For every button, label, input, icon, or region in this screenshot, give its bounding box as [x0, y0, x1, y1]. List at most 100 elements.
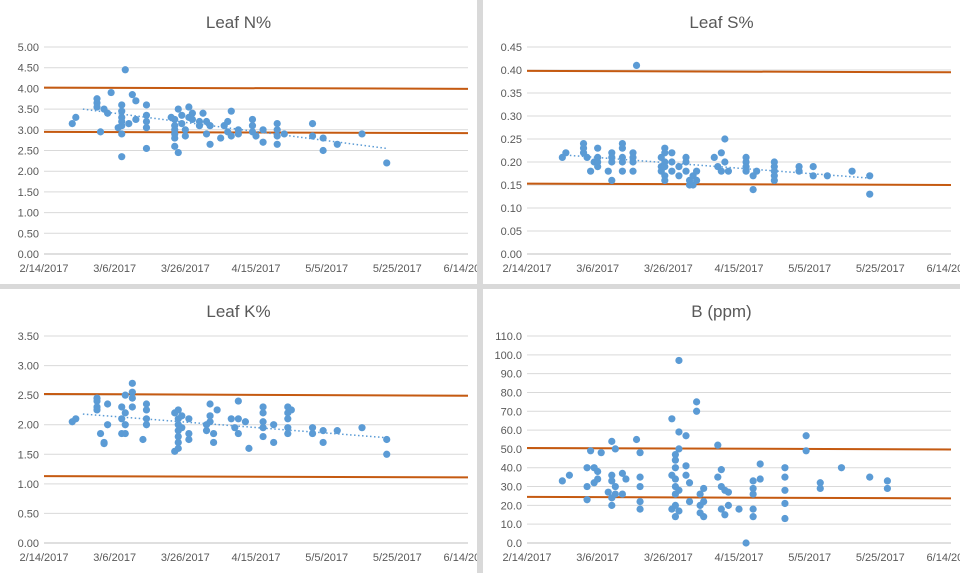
x-tick-label: 5/25/2017	[373, 263, 422, 275]
data-point	[661, 149, 669, 157]
data-point	[174, 148, 182, 157]
x-tick-label: 2/14/2017	[20, 263, 69, 275]
data-point	[661, 176, 669, 184]
data-point	[142, 406, 151, 414]
y-tick-label: 4.50	[18, 63, 39, 75]
data-point	[107, 88, 115, 97]
data-point	[171, 115, 179, 124]
data-point	[618, 469, 626, 477]
y-tick-label: 0.20	[501, 157, 522, 169]
y-tick-label: 3.50	[18, 331, 39, 343]
data-point	[128, 91, 136, 99]
data-point	[333, 427, 341, 435]
x-tick-label: 4/15/2017	[715, 552, 764, 564]
data-point	[270, 438, 278, 447]
y-tick-label: 0.45	[501, 42, 522, 54]
data-point	[128, 394, 136, 402]
y-tick-label: 3.00	[18, 361, 39, 373]
data-point	[675, 507, 683, 515]
data-point	[685, 479, 694, 487]
data-point	[700, 513, 708, 521]
data-point	[206, 140, 214, 148]
data-point	[781, 473, 789, 481]
y-tick-label: 90.0	[501, 369, 522, 381]
data-point	[675, 163, 683, 171]
data-point	[749, 513, 757, 521]
data-point	[671, 475, 679, 483]
data-point	[273, 126, 281, 134]
data-point	[742, 167, 750, 175]
data-point	[224, 117, 232, 126]
data-point	[68, 119, 76, 128]
data-point	[608, 158, 616, 166]
data-point	[188, 115, 196, 124]
data-point	[252, 132, 260, 140]
data-point	[210, 438, 218, 447]
data-point	[188, 109, 196, 117]
data-point	[883, 477, 891, 485]
x-tick-label: 2/14/2017	[503, 552, 552, 564]
data-point	[280, 130, 288, 138]
data-point	[594, 163, 602, 171]
data-point	[273, 140, 281, 148]
data-point	[693, 167, 701, 175]
y-tick-label: 50.0	[501, 444, 522, 456]
data-point	[273, 119, 281, 128]
chart-boron: B (ppm) 0.0 10.0 20.0 30.0 40.0 50.0 60.0 70.0 80…	[483, 289, 960, 573]
data-point	[682, 167, 690, 175]
data-point	[139, 435, 147, 444]
data-point	[333, 140, 341, 148]
data-point	[717, 505, 725, 513]
data-point	[206, 400, 214, 408]
data-point	[721, 135, 729, 143]
x-tick-label: 2/14/2017	[20, 552, 69, 564]
chart-title: Leaf S%	[689, 13, 753, 32]
x-tick-label: 6/14/2017	[927, 552, 960, 564]
data-point	[132, 115, 140, 124]
x-tick-label: 3/6/2017	[93, 263, 136, 275]
data-point	[178, 111, 186, 119]
y-tick-label: 110.0	[495, 331, 522, 343]
reference-line	[43, 86, 469, 90]
data-point	[675, 172, 683, 180]
data-point	[93, 103, 101, 111]
data-point	[594, 467, 602, 476]
x-tick-label: 3/26/2017	[644, 552, 693, 564]
data-point	[308, 429, 317, 438]
data-point	[185, 415, 193, 423]
data-point	[100, 440, 108, 448]
data-point	[587, 167, 595, 175]
data-point	[217, 134, 225, 142]
data-point	[142, 117, 151, 126]
data-point	[142, 144, 151, 153]
data-point	[185, 435, 193, 444]
data-point	[383, 159, 391, 167]
data-point	[837, 464, 846, 472]
data-point	[668, 167, 676, 175]
data-point	[241, 418, 249, 426]
y-tick-label: 30.0	[501, 482, 522, 494]
data-point	[93, 397, 101, 405]
data-point	[121, 391, 129, 399]
data-point	[866, 473, 874, 481]
data-point	[174, 406, 182, 414]
data-point	[227, 107, 235, 115]
data-point	[72, 113, 80, 121]
y-tick-label: 40.0	[501, 463, 522, 475]
data-point	[259, 126, 267, 134]
data-point	[717, 466, 725, 474]
data-point	[717, 149, 725, 157]
data-point	[866, 190, 874, 198]
data-point	[234, 130, 242, 138]
data-point	[125, 119, 133, 128]
data-point	[259, 403, 267, 411]
x-tick-label: 3/26/2017	[644, 263, 693, 275]
chart-title: Leaf N%	[206, 13, 271, 32]
data-point	[802, 447, 810, 455]
data-point	[717, 167, 725, 175]
y-tick-label: 1.50	[18, 187, 39, 199]
data-point	[206, 412, 214, 420]
data-point	[178, 412, 186, 420]
data-point	[608, 471, 616, 479]
data-point	[142, 415, 151, 423]
